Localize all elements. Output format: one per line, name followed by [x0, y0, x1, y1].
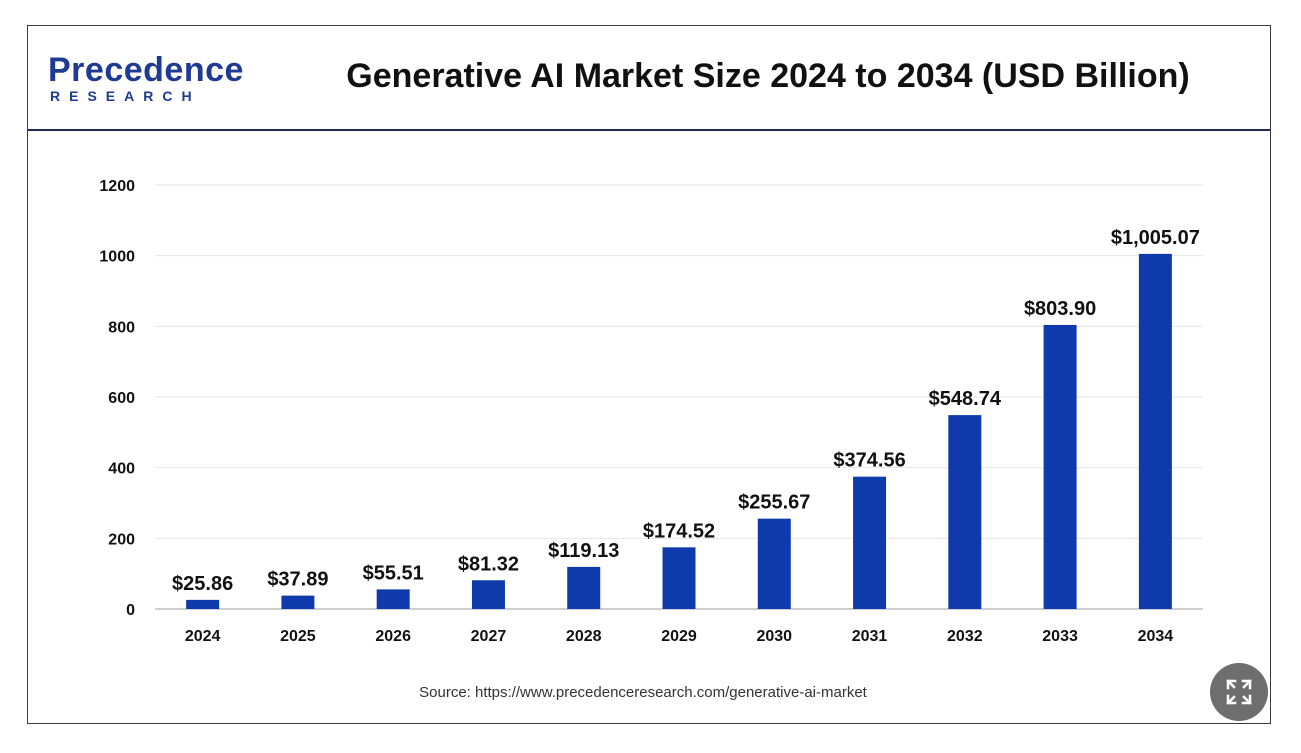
data-label: $25.86 — [172, 573, 233, 595]
data-label: $174.52 — [643, 520, 715, 542]
bar — [281, 595, 315, 609]
bar — [376, 589, 410, 609]
data-label: $803.90 — [1024, 298, 1096, 320]
y-tick-label: 1000 — [99, 249, 135, 266]
data-label: $37.89 — [267, 569, 328, 591]
x-tick-label: 2031 — [852, 628, 888, 645]
data-label: $255.67 — [738, 492, 810, 514]
bar — [757, 518, 791, 609]
data-label: $374.56 — [833, 450, 905, 472]
data-label: $81.32 — [458, 553, 519, 575]
bar — [567, 566, 601, 609]
x-tick-label: 2024 — [185, 628, 221, 645]
data-label: $119.13 — [548, 540, 619, 562]
bar — [662, 547, 696, 609]
data-label: $548.74 — [929, 388, 1002, 410]
bar — [471, 580, 505, 609]
data-label: $1,005.07 — [1111, 227, 1200, 249]
x-tick-label: 2030 — [756, 628, 792, 645]
logo-wordmark: Precedence — [48, 51, 244, 89]
y-tick-label: 600 — [108, 390, 135, 407]
bar — [186, 599, 220, 609]
x-tick-label: 2034 — [1138, 628, 1174, 645]
y-tick-label: 0 — [126, 602, 135, 619]
bar — [1138, 253, 1172, 610]
y-tick-label: 400 — [108, 461, 135, 478]
x-tick-label: 2028 — [566, 628, 602, 645]
y-tick-label: 200 — [108, 531, 135, 548]
y-tick-label: 1200 — [99, 178, 135, 195]
source-note: Source: https://www.precedenceresearch.c… — [419, 684, 867, 701]
x-tick-label: 2033 — [1042, 628, 1078, 645]
data-label: $55.51 — [363, 562, 424, 584]
x-tick-label: 2025 — [280, 628, 316, 645]
x-tick-label: 2026 — [375, 628, 411, 645]
bar — [948, 415, 982, 609]
y-tick-label: 800 — [108, 319, 135, 336]
logo-subtitle: RESEARCH — [50, 88, 201, 104]
bar — [1043, 324, 1077, 609]
x-tick-label: 2029 — [661, 628, 697, 645]
chart-title: Generative AI Market Size 2024 to 2034 (… — [346, 57, 1190, 95]
expand-icon — [1226, 679, 1252, 705]
x-tick-label: 2032 — [947, 628, 983, 645]
x-tick-label: 2027 — [471, 628, 507, 645]
precedence-research-logo: Precedence RESEARCH — [48, 50, 248, 106]
expand-button[interactable] — [1210, 663, 1268, 721]
bar — [853, 476, 887, 609]
chart-header: Precedence RESEARCH Generative AI Market… — [28, 26, 1270, 131]
